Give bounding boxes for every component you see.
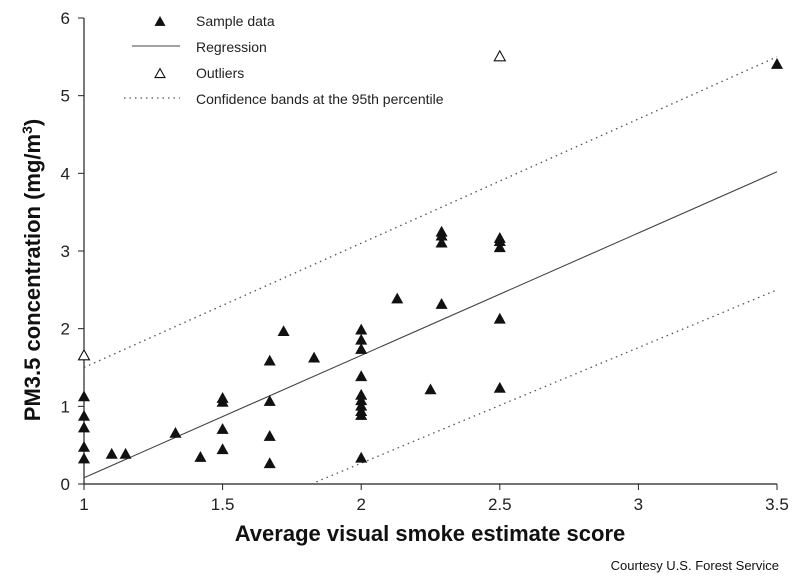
sample-point [77, 421, 91, 433]
sample-point [119, 447, 132, 459]
sample-point [493, 232, 506, 243]
sample-point [493, 312, 506, 324]
outlier-point [493, 49, 507, 62]
x-tick-label: 1.5 [211, 495, 235, 514]
regression-line [83, 171, 778, 479]
y-axis-title-superscript: 3 [19, 126, 35, 134]
legend-outliers-label: Outliers [196, 65, 244, 81]
sample-point [263, 430, 276, 441]
sample-point [355, 405, 368, 417]
sample-point [435, 298, 448, 309]
sample-point [355, 399, 368, 411]
sample-point [493, 241, 506, 253]
legend-confidence-label: Confidence bands at the 95th percentile [196, 91, 444, 107]
sample-point [355, 343, 368, 354]
sample-point [216, 392, 229, 403]
sample-point [355, 370, 368, 382]
plot-lines [83, 56, 778, 485]
y-tick-label: 1 [61, 397, 70, 416]
sample-point [424, 383, 437, 395]
sample-point [355, 388, 368, 400]
x-axis-title: Average visual smoke estimate score [235, 521, 626, 546]
sample-point [263, 457, 276, 469]
confidence-band-lower [311, 289, 778, 485]
y-tick-label: 0 [61, 475, 70, 494]
y-tick-label: 4 [61, 164, 70, 183]
legend-outlier-marker [154, 67, 166, 79]
sample-point [277, 325, 290, 337]
sample-point [77, 452, 91, 464]
sample-point [105, 447, 118, 459]
outlier-point [77, 348, 91, 361]
sample-point [169, 426, 182, 438]
x-tick-label: 2.5 [488, 495, 512, 514]
y-tick-label: 3 [61, 242, 70, 261]
sample-point [308, 351, 321, 363]
sample-point [77, 390, 91, 402]
y-tick-label: 2 [61, 320, 70, 339]
sample-point [435, 225, 448, 237]
sample-point [77, 440, 91, 452]
y-tick-label: 5 [61, 87, 70, 106]
x-tick-label: 3 [634, 495, 643, 514]
sample-point [216, 423, 229, 434]
x-tick-label: 2 [356, 495, 365, 514]
y-axis-title-main: PM3.5 concentration (mg/m [20, 134, 45, 421]
sample-point [493, 381, 506, 393]
sample-point [194, 451, 207, 462]
y-axis-title-end: ) [20, 119, 45, 126]
confidence-band-upper [83, 56, 778, 369]
plot-marks [77, 49, 784, 469]
credit-text: Courtesy U.S. Forest Service [610, 558, 779, 573]
sample-point [355, 323, 368, 335]
sample-point [391, 292, 404, 304]
sample-point [355, 333, 368, 345]
legend: Sample data Regression Outliers Confidence … [124, 13, 444, 107]
legend-regression-label: Regression [196, 39, 267, 55]
legend-sample-marker [154, 15, 166, 26]
sample-point [770, 58, 784, 69]
sample-point [355, 394, 368, 406]
y-tick-label: 6 [61, 9, 70, 28]
sample-point [216, 443, 229, 455]
sample-point [355, 451, 368, 463]
x-tick-label: 1 [79, 495, 88, 514]
sample-point [263, 395, 276, 406]
sample-point [77, 409, 91, 421]
x-tick-label: 3.5 [765, 495, 789, 514]
sample-point [263, 354, 276, 366]
sample-point [435, 236, 448, 248]
legend-sample-label: Sample data [196, 13, 275, 29]
y-axis-title: PM3.5 concentration (mg/m3) [19, 119, 45, 421]
